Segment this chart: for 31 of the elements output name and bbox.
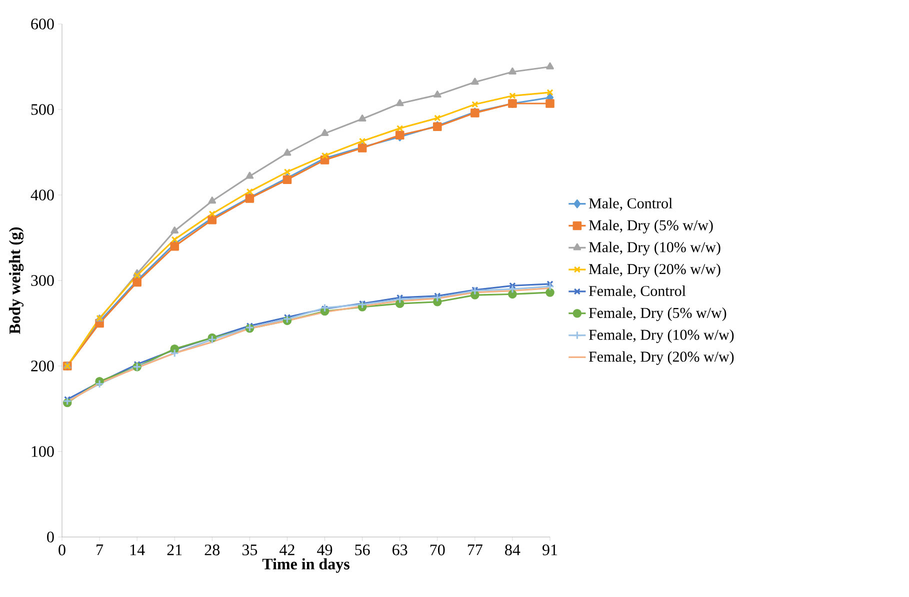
x-tick-label: 0 (58, 544, 66, 556)
x-axis-title: Time in days (262, 558, 350, 573)
y-tick-label: 200 (31, 360, 54, 372)
legend-label: Male, Dry (10% w/w) (588, 242, 720, 256)
y-tick-label: 600 (31, 18, 54, 30)
x-tick-label: 14 (130, 544, 145, 556)
x-tick-label: 35 (242, 544, 258, 556)
y-tick-label: 100 (32, 446, 54, 457)
legend-label: Female, Control (588, 286, 686, 298)
x-tick-label: 56 (355, 544, 370, 556)
y-axis-title: Body weight (g) (8, 227, 24, 334)
legend-label: Male, Dry (5% w/w) (588, 220, 713, 234)
y-tick-label: 0 (47, 532, 54, 542)
legend-label: Female, Dry (20% w/w) (588, 351, 734, 365)
x-tick-label: 70 (430, 544, 445, 556)
x-tick-label: 42 (280, 544, 294, 556)
legend-label: Male, Control (588, 198, 672, 211)
x-tick-label: 63 (392, 544, 408, 556)
legend-label: Female, Dry (5% w/w) (588, 307, 726, 322)
legend-label: Female, Dry (10% w/w) (588, 329, 734, 343)
y-tick-label: 300 (31, 275, 54, 286)
x-tick-label: 84 (505, 544, 520, 556)
y-tick-label: 500 (31, 104, 54, 115)
x-tick-label: 7 (96, 544, 104, 556)
x-tick-label: 28 (204, 544, 220, 556)
y-tick-label: 400 (30, 190, 54, 200)
legend-label: Male, Dry (20% w/w) (588, 264, 720, 278)
x-tick-label: 77 (468, 544, 482, 556)
x-tick-label: 49 (317, 544, 332, 556)
x-tick-label: 21 (167, 544, 182, 556)
x-tick-label: 91 (542, 544, 558, 556)
